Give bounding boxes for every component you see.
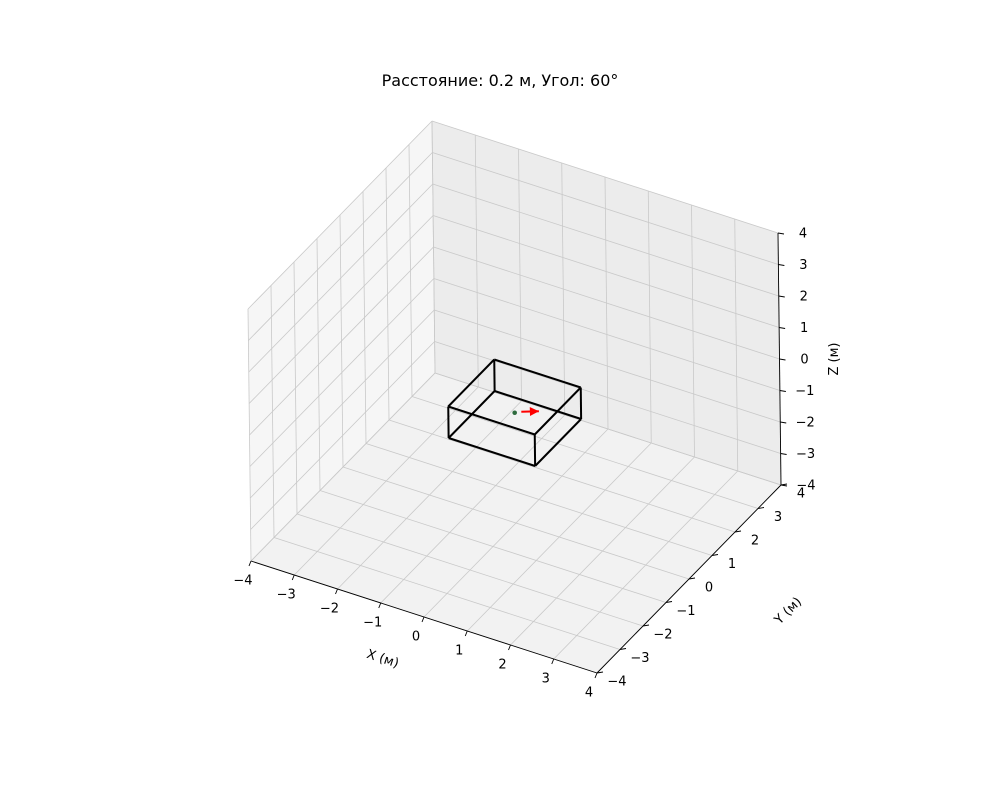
z-tick xyxy=(779,296,785,297)
origin-point xyxy=(512,410,517,415)
x-axis-label: X (м) xyxy=(365,647,401,671)
z-tick xyxy=(780,391,786,392)
x-tick xyxy=(465,631,467,636)
z-tick xyxy=(778,233,784,234)
x-tick xyxy=(552,659,554,664)
z-tick xyxy=(781,454,787,455)
z-tick xyxy=(780,422,786,423)
z-tick-label: 2 xyxy=(800,290,808,305)
x-tick xyxy=(595,673,597,678)
x-tick xyxy=(509,645,511,650)
z-tick-label: −2 xyxy=(796,416,815,431)
y-tick-label: −2 xyxy=(653,628,672,643)
y-tick-label: 3 xyxy=(774,510,782,525)
z-tick-label: −1 xyxy=(795,384,814,399)
x-tick xyxy=(422,617,424,622)
y-tick-label: 1 xyxy=(728,557,736,572)
y-tick-label: −3 xyxy=(630,651,649,666)
z-tick-label: −3 xyxy=(796,447,815,462)
y-tick-label: 2 xyxy=(751,534,759,549)
z-tick xyxy=(778,265,784,266)
x-tick-label: 4 xyxy=(585,686,593,701)
chart-title: Расстояние: 0.2 м, Угол: 60° xyxy=(0,71,1000,90)
y-axis-label: Y (м) xyxy=(771,595,805,629)
z-tick-label: 0 xyxy=(800,353,808,368)
x-tick-label: 2 xyxy=(498,658,506,673)
y-tick-label: −4 xyxy=(607,675,626,690)
z-tick-label: −4 xyxy=(796,479,815,494)
x-tick xyxy=(336,589,338,594)
z-tick xyxy=(779,328,785,329)
x-tick-label: −2 xyxy=(320,602,339,617)
x-tick xyxy=(249,561,251,566)
z-axis-label: Z (м) xyxy=(827,343,842,376)
x-tick-label: 1 xyxy=(455,644,463,659)
x-tick-label: −1 xyxy=(363,616,382,631)
x-tick xyxy=(379,603,381,608)
y-tick-label: 0 xyxy=(705,581,713,596)
x-tick-label: −3 xyxy=(277,588,296,603)
x-tick xyxy=(292,575,294,580)
x-tick-label: 0 xyxy=(412,630,420,645)
z-tick-label: 3 xyxy=(799,258,807,273)
z-tick xyxy=(781,485,787,486)
z-tick-label: 4 xyxy=(799,227,807,242)
z-tick-label: 1 xyxy=(800,321,808,336)
y-tick-label: −1 xyxy=(676,604,695,619)
x-tick-label: −4 xyxy=(233,574,252,589)
z-tick xyxy=(780,359,786,360)
x-tick-label: 3 xyxy=(542,672,550,687)
